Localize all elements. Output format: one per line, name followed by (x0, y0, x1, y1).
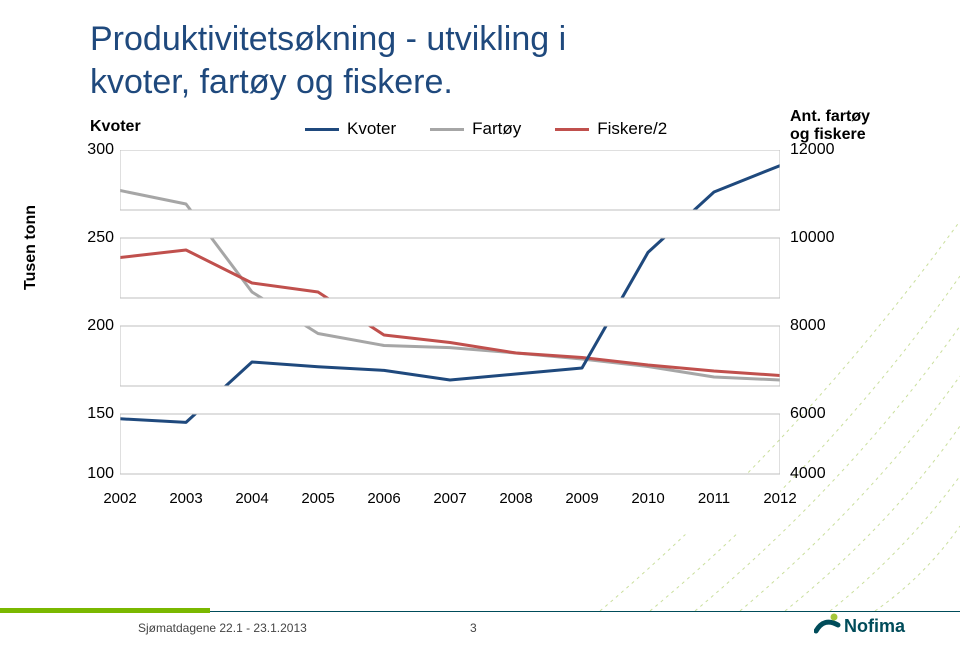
tick-right: 8000 (790, 317, 850, 335)
tick-year: 2005 (301, 490, 334, 507)
legend-swatch-fiskere (555, 128, 589, 131)
legend-item-fiskere: Fiskere/2 (555, 119, 667, 139)
tick-left: 100 (74, 465, 114, 483)
legend-swatch-kvoter (305, 128, 339, 131)
tick-year: 2011 (698, 490, 730, 507)
legend-swatch-fartoy (430, 128, 464, 131)
tick-left: 250 (74, 229, 114, 247)
tick-year: 2008 (499, 490, 532, 507)
legend-label-fiskere: Fiskere/2 (597, 119, 667, 139)
legend-label-kvoter: Kvoter (347, 119, 396, 139)
legend-label-fartoy: Fartøy (472, 119, 521, 139)
y-axis-label: Tusen tonn (22, 205, 40, 290)
tick-year: 2009 (565, 490, 598, 507)
nofima-logo: Nofima (814, 611, 924, 639)
line-chart (120, 150, 780, 570)
footer-text: Sjømatdagene 22.1 - 23.1.2013 (138, 621, 307, 635)
svg-text:Nofima: Nofima (844, 616, 906, 636)
tick-right: 4000 (790, 465, 850, 483)
tick-year: 2003 (169, 490, 202, 507)
page-number: 3 (470, 621, 477, 635)
title-line-2: kvoter, fartøy og fiskere. (90, 63, 453, 101)
tick-right: 12000 (790, 141, 850, 159)
tick-year: 2004 (235, 490, 268, 507)
right-axis-title-l1: Ant. fartøy (790, 108, 870, 125)
tick-year: 2007 (433, 490, 466, 507)
tick-year: 2006 (367, 490, 400, 507)
tick-left: 200 (74, 317, 114, 335)
legend: Kvoter Fartøy Fiskere/2 (305, 119, 667, 139)
tick-right: 10000 (790, 229, 850, 247)
legend-item-fartoy: Fartøy (430, 119, 521, 139)
title-line-1: Produktivitetsøkning - utvikling i (90, 20, 566, 58)
tick-year: 2002 (103, 490, 136, 507)
footer-rule-thick (0, 608, 210, 613)
right-axis-title: Ant. fartøy og fiskere (790, 108, 870, 145)
tick-right: 6000 (790, 405, 850, 423)
tick-left: 300 (74, 141, 114, 159)
tick-year: 2010 (631, 490, 664, 507)
page-title: Produktivitetsøkning - utvikling i kvote… (90, 18, 566, 103)
left-axis-title: Kvoter (90, 118, 141, 136)
tick-year: 2012 (763, 490, 796, 507)
legend-item-kvoter: Kvoter (305, 119, 396, 139)
tick-left: 150 (74, 405, 114, 423)
